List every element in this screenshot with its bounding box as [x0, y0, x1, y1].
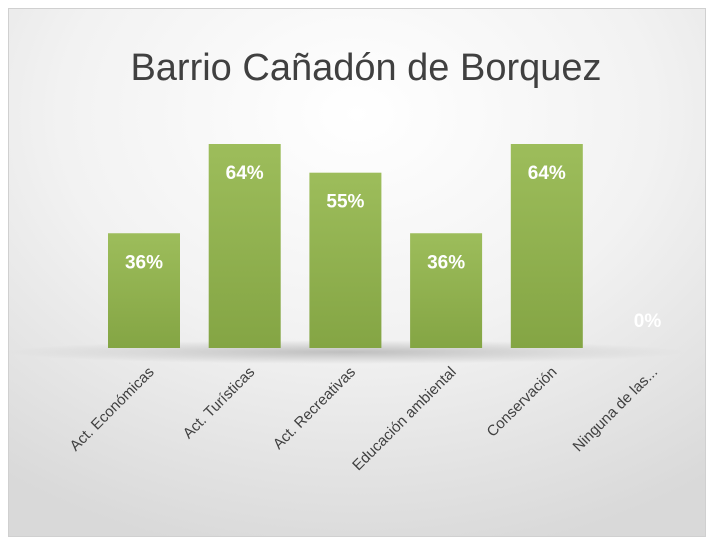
data-label: 55% [326, 192, 364, 213]
bar [410, 233, 483, 348]
data-label: 64% [528, 163, 566, 184]
data-label: 0% [634, 311, 662, 332]
data-label: 36% [125, 252, 163, 273]
bar [208, 144, 281, 348]
data-label: 64% [226, 163, 264, 184]
bar [309, 172, 382, 348]
bar [108, 233, 180, 348]
data-label: 36% [427, 252, 465, 273]
chart-title: Barrio Cañadón de Borquez [130, 47, 601, 89]
bar [510, 144, 583, 348]
